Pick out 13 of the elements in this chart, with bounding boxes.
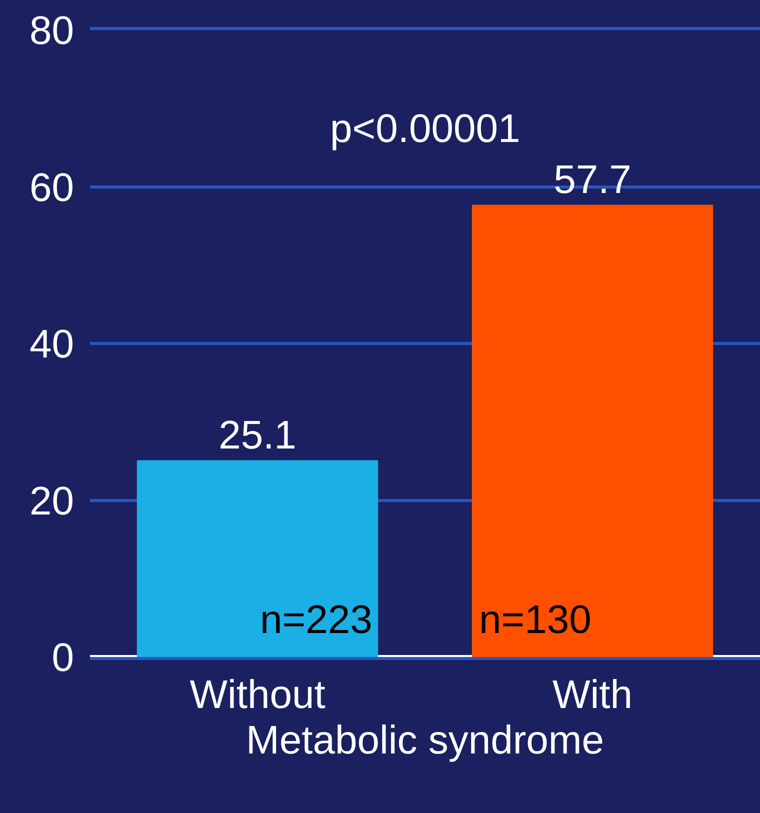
annotation: n=223 [260,598,372,642]
y-tick-label: 0 [52,636,74,680]
data-label: 25.1 [218,413,296,458]
y-tick-label: 40 [30,322,74,366]
annotation: p<0.00001 [330,107,520,151]
x-tick-label: Without [190,673,326,717]
data-label: 57.7 [554,158,632,202]
x-tick-label: With [552,673,632,717]
y-tick-label: 80 [30,9,74,53]
y-tick-label: 60 [30,166,74,210]
y-tick-label: 20 [30,479,74,524]
x-axis-title: Metabolic syndrome [246,718,604,762]
annotation: n=130 [479,598,592,642]
